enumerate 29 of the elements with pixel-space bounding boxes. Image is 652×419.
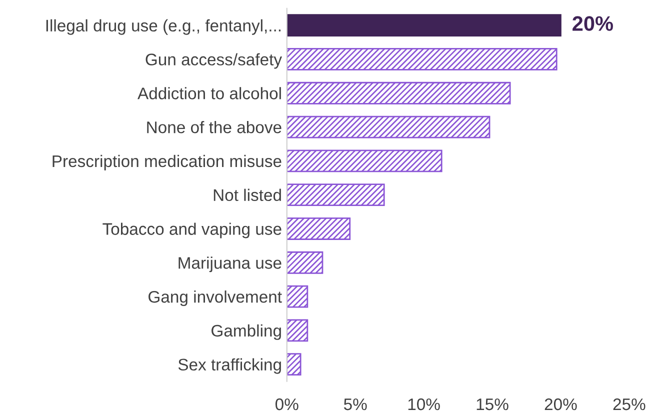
x-tick-label: 10% bbox=[408, 398, 440, 410]
y-tick-label: Tobacco and vaping use bbox=[102, 222, 282, 238]
bar bbox=[286, 251, 324, 274]
y-tick-label: Prescription medication misuse bbox=[52, 154, 282, 170]
bar bbox=[286, 319, 308, 342]
y-tick-label: Sex trafficking bbox=[178, 358, 281, 374]
x-tick-label: 15% bbox=[476, 398, 508, 410]
y-tick-label: Not listed bbox=[214, 188, 281, 202]
data-label: 20% bbox=[572, 16, 613, 31]
x-tick-label: 0% bbox=[275, 398, 298, 410]
y-tick-label: Illegal drug use (e.g., fentanyl,... bbox=[46, 19, 281, 35]
bar bbox=[286, 82, 511, 104]
y-tick-label: Gambling bbox=[212, 324, 281, 340]
x-tick-label: 5% bbox=[344, 398, 367, 410]
bar bbox=[286, 116, 490, 138]
bar bbox=[286, 48, 558, 70]
x-tick-label: 25% bbox=[613, 398, 646, 410]
y-tick-label: None of the above bbox=[147, 120, 282, 134]
y-tick-label: Gang involvement bbox=[148, 290, 282, 306]
bar bbox=[286, 218, 351, 240]
bar bbox=[286, 14, 562, 37]
bar bbox=[286, 285, 308, 308]
bar bbox=[286, 353, 302, 376]
y-tick-label: Addiction to alcohol bbox=[138, 87, 281, 100]
x-tick-label: 20% bbox=[544, 398, 577, 410]
bar bbox=[286, 150, 442, 172]
y-tick-label: Marijuana use bbox=[178, 256, 282, 272]
y-tick-label: Gun access/safety bbox=[146, 53, 282, 69]
bar bbox=[286, 184, 385, 206]
